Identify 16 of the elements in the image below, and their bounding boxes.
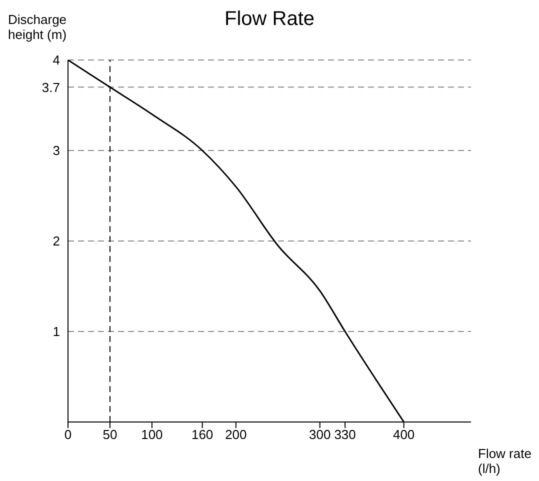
y-axis-title: Discharge height (m) [8,12,68,42]
x-tick-label: 330 [334,427,356,442]
y-tick-label: 3.7 [42,80,60,95]
x-tick-label: 160 [191,427,214,442]
x-tick-label: 100 [141,427,163,442]
y-tick-label: 1 [52,324,60,340]
x-tick-label: 400 [392,427,415,442]
y-tick-label: 4 [52,52,60,68]
y-tick-label: 3 [52,143,60,158]
x-tick-label: 300 [309,427,331,442]
x-tick-label: 50 [102,427,118,442]
x-axis-title: Flow rate (l/h) [478,446,532,476]
x-tick-label: 200 [225,427,247,442]
y-tick-label: 2 [52,234,60,249]
chart-title: Flow Rate [224,8,315,30]
x-tick-label: 0 [64,427,72,442]
